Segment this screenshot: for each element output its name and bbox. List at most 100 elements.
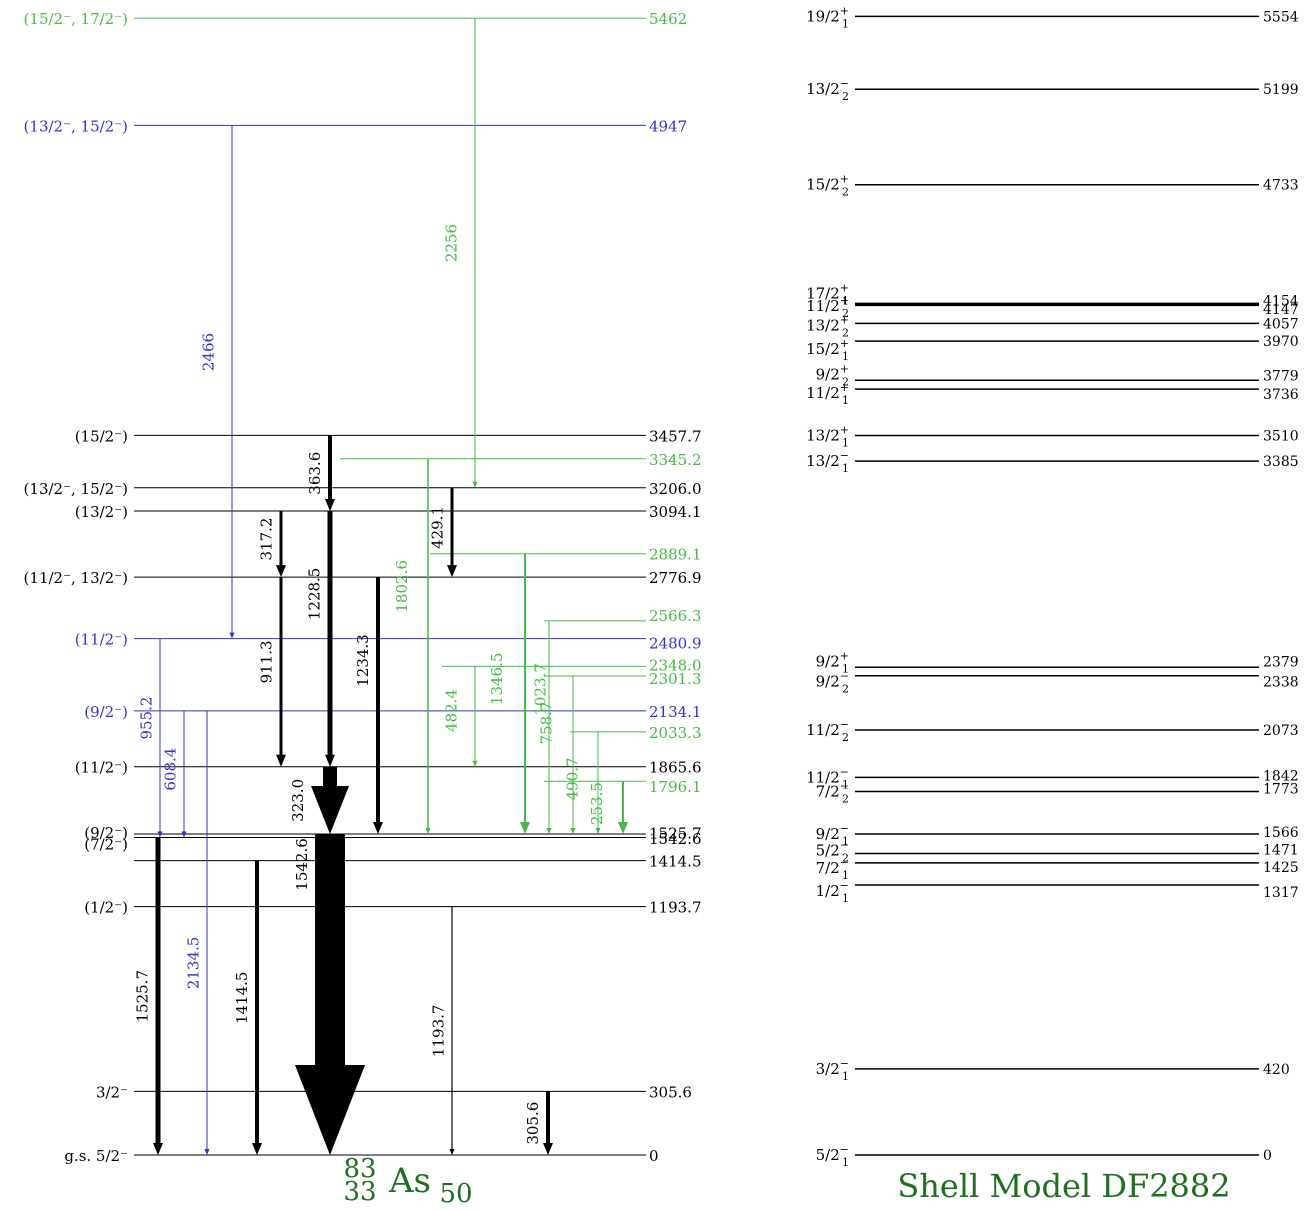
transition-energy-label: 305.6 (524, 1102, 542, 1145)
nucleus-symbol: As (388, 1161, 431, 1201)
transition-arrow-head-11 (325, 754, 335, 767)
transition-energy-label: 2256 (443, 224, 461, 262)
sm-level-energy-label: 1773 (1263, 782, 1299, 798)
titles: 83 33 As 50 Shell Model DF2882 (343, 1154, 1230, 1209)
level-spin-label: g.s. 5/2⁻ (64, 1147, 128, 1165)
transition-energy-label: 2134.5 (185, 937, 203, 990)
transition-arrow-head-22 (595, 827, 601, 834)
level-spin-label: (13/2⁻) (75, 503, 128, 521)
sm-level-spin-label: 13/2− 1 (806, 449, 849, 475)
level-energy-label: 5462 (649, 10, 687, 28)
level-spin-label: (9/2⁻) (84, 824, 128, 842)
level-spin-label: (11/2⁻) (75, 631, 128, 649)
transition-energy-label: 482.4 (443, 689, 461, 732)
sm-level-energy-label: 4733 (1263, 178, 1299, 194)
sm-level-spin-label: 13/2− 2 (806, 77, 849, 103)
nucleus-atomic-number: 33 (343, 1177, 376, 1206)
level-energy-label: 3094.1 (649, 503, 702, 521)
transition-arrow-head-14 (447, 565, 457, 578)
experimental-transitions: 1525.7 2134.5 1414.5 1542.6 1193.7 305.6 955.2… (134, 18, 628, 1155)
level-spin-label: (9/2⁻) (84, 703, 128, 721)
level-spin-label: (11/2⁻, 13/2⁻) (24, 569, 128, 587)
transition-arrow-head-4 (449, 1149, 455, 1155)
sm-level-energy-label: 3385 (1263, 454, 1299, 470)
level-energy-label: 2301.3 (649, 670, 702, 688)
sm-level-spin-label: 11/2+ 1 (806, 381, 849, 407)
sm-level-energy-label: 2073 (1263, 723, 1299, 739)
sm-level-spin-label: 1/2− 1 (816, 879, 849, 905)
transition-energy-label: 317.2 (258, 518, 276, 561)
shell-model-levels: 0 5/2− 1 420 3/2− 1 1317 1/2− 1 1425 7/2− 1 1471 5/2−… (806, 4, 1299, 1169)
sm-level-energy-label: 4147 (1263, 302, 1299, 318)
sm-level-energy-label: 1317 (1263, 885, 1299, 901)
transition-arrow-shaft-3 (315, 833, 345, 1066)
transition-arrow-head-9 (276, 754, 286, 767)
transition-arrow-head-13 (373, 821, 383, 834)
sm-level-spin-label: 9/2− 1 (816, 822, 849, 848)
transition-arrow-head-20 (546, 827, 552, 834)
transition-energy-label: 955.2 (138, 697, 156, 740)
sm-level-energy-label: 1425 (1263, 860, 1299, 876)
transition-arrow-head-10 (276, 565, 286, 578)
sm-level-energy-label: 2338 (1263, 675, 1299, 691)
transition-arrow-head-8 (311, 785, 349, 834)
transition-arrow-head-12 (325, 499, 335, 512)
sm-level-spin-label: 3/2− 1 (816, 1057, 849, 1083)
sm-level-spin-label: 9/2+ 1 (816, 649, 849, 675)
sm-level-energy-label: 3779 (1263, 368, 1299, 384)
transition-energy-label: 323.0 (289, 779, 307, 822)
transition-energy-label: 1234.3 (354, 634, 372, 687)
level-spin-label: (7/2⁻) (84, 835, 128, 853)
sm-level-spin-label: 17/2+ 1 (806, 281, 849, 307)
level-energy-label: 1542.6 (649, 830, 702, 848)
sm-level-energy-label: 3510 (1263, 428, 1299, 444)
transition-energy-label: 1193.7 (429, 1005, 447, 1058)
sm-level-energy-label: 5554 (1263, 9, 1299, 25)
experimental-levels: 0g.s. 5/2⁻305.63/2⁻1193.7(1/2⁻)1414.5152… (24, 10, 702, 1165)
sm-level-spin-label: 7/2− 2 (816, 780, 849, 806)
level-energy-label: 2480.9 (649, 635, 702, 653)
sm-level-energy-label: 1566 (1263, 825, 1299, 841)
level-energy-label: 2033.3 (649, 724, 702, 742)
sm-level-spin-label: 19/2+ 1 (806, 4, 849, 30)
transition-arrow-head-7 (181, 831, 187, 838)
transition-arrow-head-6 (157, 831, 163, 838)
transition-energy-label: 1525.7 (134, 970, 152, 1023)
sm-level-energy-label: 0 (1263, 1148, 1272, 1164)
transition-energy-label: 363.6 (306, 452, 324, 495)
level-energy-label: 1796.1 (649, 778, 702, 796)
level-spin-label: (15/2⁻, 17/2⁻) (24, 10, 128, 28)
level-energy-label: 3457.7 (649, 427, 702, 445)
sm-level-energy-label: 1471 (1263, 842, 1299, 858)
level-energy-label: 305.6 (649, 1083, 692, 1101)
sm-level-spin-label: 11/2− 1 (806, 765, 849, 791)
level-energy-label: 1865.6 (649, 759, 702, 777)
sm-level-energy-label: 3970 (1263, 334, 1299, 350)
transition-energy-label: 429.1 (429, 506, 447, 549)
transition-arrow-head-19 (520, 821, 530, 834)
sm-level-spin-label: 11/2− 2 (806, 718, 849, 744)
transition-energy-label: 911.3 (258, 640, 276, 683)
transition-arrow-shaft-8 (323, 766, 337, 787)
transition-arrow-head-16 (472, 481, 478, 488)
nucleus-neutron-number: 50 (439, 1179, 472, 1206)
transition-energy-label: 490.7 (564, 757, 582, 800)
sm-level-energy-label: 420 (1263, 1062, 1290, 1078)
sm-level-energy-label: 2379 (1263, 654, 1299, 670)
transition-energy-label: 608.4 (162, 748, 180, 791)
transition-arrow-head-3 (295, 1065, 365, 1155)
sm-level-energy-label: 1842 (1263, 768, 1299, 784)
sm-level-spin-label: 11/2+ 2 (806, 294, 849, 320)
transition-arrow-head-2 (252, 1143, 262, 1155)
sm-level-energy-label: 3736 (1263, 387, 1299, 403)
transition-energy-label: 253.5 (588, 782, 606, 825)
sm-level-spin-label: 5/2− 1 (816, 1143, 849, 1169)
transition-arrow-head-1 (204, 1149, 210, 1155)
nucleus-mass-number: 83 (343, 1154, 376, 1184)
sm-level-energy-label: 4057 (1263, 316, 1299, 332)
level-spin-label: (11/2⁻) (75, 759, 128, 777)
sm-level-spin-label: 9/2− 2 (816, 670, 849, 696)
sm-level-spin-label: 15/2+ 2 (806, 173, 849, 199)
level-energy-label: 2348.0 (649, 656, 702, 674)
